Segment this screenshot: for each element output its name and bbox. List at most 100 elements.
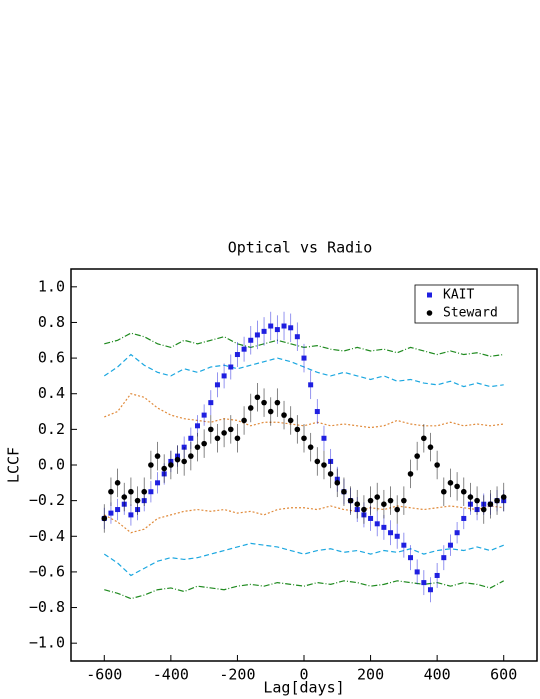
point	[354, 501, 361, 508]
point	[208, 400, 214, 406]
point	[401, 497, 407, 504]
point	[194, 444, 201, 450]
point	[241, 417, 247, 424]
point	[174, 456, 181, 463]
point	[321, 435, 327, 441]
y-axis-label: LCCF	[5, 447, 23, 483]
point	[447, 542, 453, 548]
point	[248, 337, 254, 343]
point	[128, 512, 134, 518]
point	[487, 501, 494, 508]
point	[427, 444, 434, 450]
point	[461, 515, 467, 521]
legend-box	[414, 284, 519, 324]
point	[394, 533, 400, 539]
point	[115, 507, 121, 513]
point	[128, 488, 134, 495]
point	[208, 426, 214, 433]
point	[268, 323, 274, 329]
point	[374, 494, 381, 500]
x-tick-label: -400	[153, 666, 189, 684]
point	[227, 426, 234, 433]
point	[314, 458, 321, 465]
point	[388, 530, 394, 536]
point	[414, 453, 420, 459]
point	[361, 506, 367, 513]
y-tick-label: 0.8	[38, 313, 65, 331]
point	[394, 506, 401, 513]
point	[108, 510, 114, 516]
x-tick-label: -200	[219, 666, 255, 684]
point	[434, 572, 440, 578]
legend-marker	[427, 292, 432, 298]
legend-marker	[426, 310, 433, 316]
point	[441, 488, 447, 495]
y-tick-label: 0.2	[38, 420, 65, 438]
point	[188, 435, 194, 441]
point	[494, 497, 500, 504]
point	[247, 405, 254, 411]
legend-label: Steward	[443, 306, 498, 321]
point	[234, 435, 241, 442]
point	[274, 327, 280, 333]
y-tick-label: 0.6	[38, 349, 65, 367]
point	[267, 408, 274, 415]
point	[341, 488, 347, 495]
point	[287, 417, 294, 424]
point	[414, 569, 420, 575]
point	[301, 355, 307, 361]
point	[214, 382, 220, 388]
point	[480, 506, 487, 513]
x-tick-label: 200	[357, 666, 384, 684]
reference-line	[104, 505, 504, 534]
point	[474, 497, 480, 504]
point	[214, 435, 221, 442]
point	[460, 488, 467, 495]
point	[261, 328, 267, 334]
point	[387, 497, 394, 504]
y-tick-label: −0.6	[29, 562, 65, 580]
point	[421, 580, 427, 586]
point	[307, 444, 314, 450]
point	[408, 555, 414, 561]
point	[294, 426, 301, 433]
point	[194, 423, 200, 429]
point	[114, 480, 121, 486]
point	[228, 364, 234, 370]
point	[168, 462, 174, 468]
point	[321, 462, 327, 468]
chart-title: Optical vs Radio	[228, 239, 373, 257]
point	[434, 462, 440, 468]
point	[314, 409, 320, 415]
point	[500, 494, 507, 500]
x-tick-label: -600	[86, 666, 122, 684]
point	[274, 399, 281, 406]
point	[454, 483, 460, 490]
point	[454, 530, 460, 536]
point	[467, 494, 474, 500]
point	[241, 346, 247, 352]
point	[261, 399, 267, 406]
point	[347, 497, 354, 504]
point	[221, 373, 227, 379]
point	[108, 488, 114, 495]
x-tick-label: 400	[424, 666, 451, 684]
point	[234, 352, 240, 358]
point	[155, 480, 161, 486]
point	[148, 462, 154, 468]
point	[381, 501, 387, 508]
reference-line	[103, 542, 504, 577]
point	[148, 489, 154, 495]
point	[294, 334, 300, 340]
x-axis-label: Lag[days]	[263, 679, 344, 697]
point	[288, 325, 294, 331]
point	[327, 471, 334, 477]
plot-frame	[70, 268, 538, 662]
point	[254, 394, 261, 401]
point	[181, 458, 187, 465]
point	[421, 435, 427, 442]
point	[188, 453, 194, 459]
point	[407, 471, 414, 477]
point	[201, 412, 207, 418]
